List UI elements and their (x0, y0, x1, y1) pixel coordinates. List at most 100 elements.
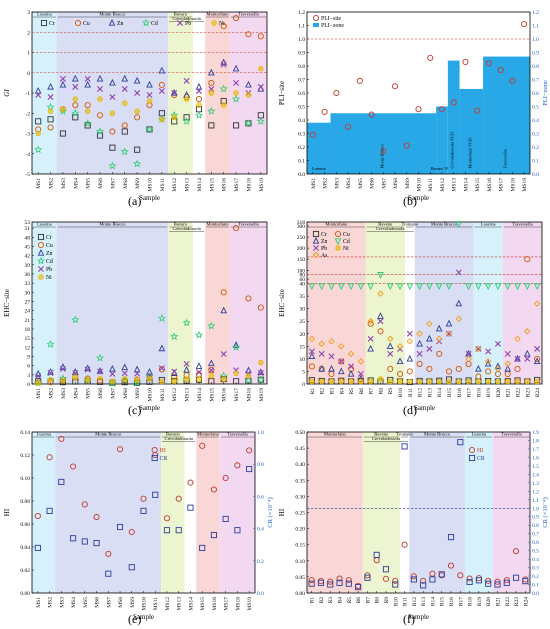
point-Zn (445, 319, 453, 327)
x-tick-label: R7 (365, 597, 371, 604)
point-Cu (233, 15, 240, 22)
legend-label: PLI−site (321, 16, 341, 22)
point-Cu (208, 79, 215, 86)
x-tick-label: MS2 (323, 178, 329, 189)
x-tick-label: MS19 (259, 388, 265, 402)
point-Cd (133, 378, 142, 387)
zone-bar-label: Bavaro VCO (431, 166, 453, 171)
point-CR (93, 540, 100, 547)
y2-tick-label: 0.5 (532, 105, 539, 111)
legend-label: Cd (151, 21, 158, 27)
point-Ni (485, 378, 492, 385)
point-CR (355, 584, 362, 591)
point-Pb (208, 367, 215, 374)
point-As (308, 335, 316, 343)
point-Zn (232, 64, 240, 72)
point-Cu (208, 366, 215, 373)
zone-label: Montorfano (324, 432, 347, 437)
point-Zn (308, 352, 316, 360)
point-Cu (109, 128, 116, 135)
point-Ni (121, 100, 128, 106)
legend-label: HI (160, 448, 166, 454)
y-tick-label: 0.45 (295, 446, 305, 452)
point-Cu (436, 350, 443, 357)
x-tick-label: MS7 (110, 388, 116, 399)
legend-marker (468, 454, 476, 462)
point-Pb (97, 85, 104, 92)
legend-label: Cu (83, 21, 90, 27)
point-Pb (109, 94, 116, 101)
point-Cu (158, 366, 165, 373)
x-tick-label: MS13 (452, 178, 458, 192)
point-Ni (367, 378, 374, 385)
y-tick-label: 0.12 (20, 453, 30, 459)
x-tick-label: MS3 (59, 597, 65, 608)
point-As (396, 343, 404, 350)
point-Cd (523, 283, 531, 291)
point-Zn (59, 80, 67, 88)
x-tick-label: R18 (468, 597, 474, 606)
zone-band (492, 432, 530, 593)
point-Zn (96, 74, 104, 82)
x-tick-label: MS18 (246, 178, 252, 192)
point-Ni (109, 378, 116, 384)
x-tick-label: MS18 (510, 178, 516, 192)
zone-band (56, 222, 169, 384)
point-PLI−site (345, 123, 352, 130)
point-Ni (220, 376, 227, 382)
point-Cd (194, 330, 204, 339)
zone-label: Bavaro (174, 12, 188, 17)
x-tick-label: R20 (486, 597, 492, 606)
x-tick-label: MS15 (209, 388, 215, 402)
legend-label: Cd (46, 259, 53, 265)
point-Ni (183, 96, 190, 102)
point-Ni (233, 90, 240, 96)
x-tick-label: R21 (495, 597, 501, 606)
legend-label: Pb (185, 21, 191, 27)
point-Ni (245, 92, 252, 98)
point-Cd (533, 283, 541, 291)
point-CR (392, 581, 399, 588)
y-tick-label: 0.15 (295, 543, 305, 549)
point-Cd (465, 283, 472, 291)
point-Cd (367, 283, 374, 291)
point-Ni (406, 378, 413, 385)
point-Zn (245, 366, 252, 374)
zone-label: Traversella (501, 432, 521, 437)
point-Ni (455, 378, 462, 385)
x-tick-label: R23 (514, 597, 520, 606)
x-tick-label: MS16 (212, 597, 218, 611)
point-As (514, 335, 521, 343)
x-tick-label: MS6 (370, 178, 376, 189)
y2-tick-label: 0.4 (532, 557, 539, 563)
y2-tick-label: 1.1 (532, 498, 539, 504)
legend-marker (312, 230, 320, 238)
legend-label: Zn (117, 21, 124, 27)
legend-marker (37, 233, 45, 241)
x-tick-label: MS3 (61, 178, 67, 189)
point-Cd (133, 159, 142, 168)
x-tick-label: MS2 (49, 178, 55, 189)
point-Cu (524, 256, 531, 263)
point-HI (70, 463, 77, 470)
point-As (426, 320, 433, 327)
y2-tick-label: 0.0 (257, 591, 264, 597)
x-tick-label: R16 (457, 388, 463, 397)
zone-label: Crevoladossola (165, 436, 193, 441)
legend-marker (141, 18, 151, 27)
point-CR (475, 577, 482, 584)
point-Pb (47, 94, 54, 101)
point-Cr (84, 122, 91, 129)
point-Cu (233, 225, 240, 232)
point-Zn (475, 364, 482, 372)
point-Cr (233, 122, 240, 129)
zone-label: Monte Bracco (99, 222, 126, 227)
zone-band (229, 222, 267, 384)
point-Zn (533, 357, 541, 365)
legend-label: Pb (321, 246, 327, 252)
y-tick-label: 0.06 (20, 522, 30, 528)
legend-marker (210, 20, 218, 26)
legend-swatch (313, 23, 319, 27)
y-tick-label: 0.04 (20, 545, 30, 551)
point-Pb (387, 350, 394, 357)
